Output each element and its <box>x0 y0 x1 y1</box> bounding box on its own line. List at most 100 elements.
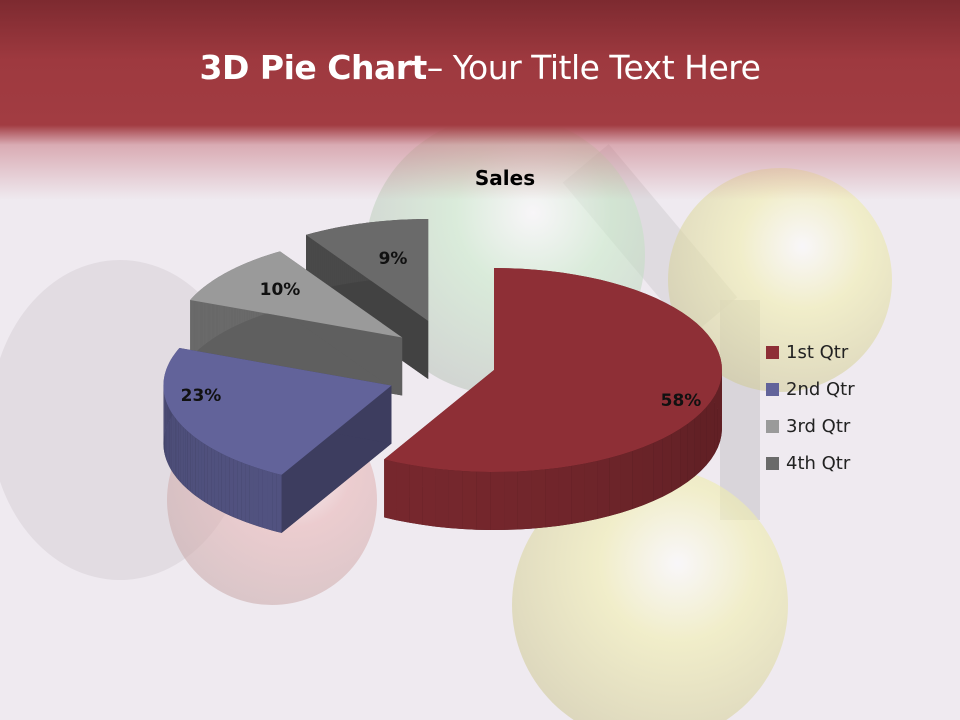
slice-outer-wall <box>197 291 200 351</box>
slice-outer-wall <box>249 465 254 525</box>
slice-outer-wall <box>180 424 184 485</box>
slice-outer-wall <box>253 466 259 527</box>
slice-outer-wall <box>710 395 715 460</box>
slice-outer-wall <box>632 447 643 510</box>
slice-outer-wall <box>671 428 681 492</box>
pie-slice-2[interactable] <box>163 347 392 533</box>
slice-outer-wall <box>558 465 572 526</box>
slice-outer-wall <box>531 469 546 529</box>
slice-outer-wall <box>318 231 321 290</box>
pie-slice-1[interactable] <box>384 268 722 530</box>
slice-outer-wall <box>187 431 191 492</box>
legend-label: 4th Qtr <box>786 453 851 474</box>
data-label-2: 23% <box>181 386 222 406</box>
pie-slice-3[interactable] <box>190 251 403 396</box>
slice-outer-wall <box>169 408 171 469</box>
slice-outer-wall <box>229 457 234 517</box>
chart-legend: 1st Qtr 2nd Qtr 3rd Qtr 4th Qtr <box>766 334 855 482</box>
slice-outer-wall <box>700 407 707 471</box>
slice-outer-wall <box>262 469 268 530</box>
slice-outer-wall <box>218 451 222 512</box>
title-rest-part: – Your Title Text Here <box>426 48 761 87</box>
slice-outer-wall <box>276 473 282 533</box>
slice-outer-wall <box>201 288 203 348</box>
legend-item-4th-qtr: 4th Qtr <box>766 445 855 482</box>
slice-outer-wall <box>317 231 319 290</box>
slice-outer-wall <box>178 422 181 483</box>
slice-outer-wall <box>504 471 518 530</box>
slice-outer-wall <box>200 289 202 349</box>
slice-radial-wall <box>190 299 403 396</box>
slice-outer-wall <box>185 429 188 490</box>
slice-outer-wall <box>211 447 215 508</box>
slice-outer-wall <box>720 377 722 442</box>
slice-outer-wall <box>680 423 688 487</box>
slice-outer-wall <box>198 439 202 500</box>
slice-outer-wall <box>175 417 177 479</box>
slice-outer-wall <box>241 462 246 522</box>
legend-label: 1st Qtr <box>786 342 849 363</box>
slice-outer-wall <box>195 293 197 353</box>
slice-outer-wall <box>214 449 219 510</box>
slice-outer-wall <box>462 471 477 530</box>
legend-label: 3rd Qtr <box>786 416 851 437</box>
slice-outer-wall <box>204 444 208 505</box>
slice-outer-wall <box>384 459 397 521</box>
slice-outer-wall <box>176 420 179 481</box>
data-label-4: 9% <box>379 249 408 269</box>
legend-item-1st-qtr: 1st Qtr <box>766 334 855 371</box>
slice-outer-wall <box>199 290 201 350</box>
legend-swatch <box>766 420 779 433</box>
slice-outer-wall <box>272 472 277 532</box>
slice-outer-wall <box>620 451 633 513</box>
data-label-3: 10% <box>260 280 301 300</box>
slice-top <box>306 219 429 322</box>
slice-outer-wall <box>195 437 199 498</box>
slice-outer-wall <box>687 418 695 482</box>
slice-outer-wall <box>315 231 318 291</box>
slice-outer-wall <box>609 454 621 517</box>
slice-outer-wall <box>717 383 721 448</box>
chart-title: Sales <box>474 166 536 190</box>
slice-top <box>163 347 392 475</box>
slice-outer-wall <box>662 433 672 497</box>
slice-outer-wall <box>258 468 263 528</box>
slice-outer-wall <box>435 468 449 528</box>
slice-outer-wall <box>171 413 174 474</box>
title-bold-part: 3D Pie Chart <box>199 48 428 87</box>
slice-outer-wall <box>190 298 192 358</box>
slice-outer-wall <box>192 435 196 496</box>
slice-outer-wall <box>194 294 196 354</box>
slice-outer-wall <box>267 471 273 531</box>
slice-outer-wall <box>396 462 410 523</box>
slice-outer-wall <box>476 471 491 530</box>
slice-outer-wall <box>721 370 722 436</box>
slice-outer-wall <box>245 463 250 524</box>
legend-swatch <box>766 346 779 359</box>
title-banner <box>0 0 960 200</box>
slice-outer-wall <box>170 410 172 472</box>
legend-swatch <box>766 457 779 470</box>
slice-outer-wall <box>409 464 423 525</box>
slice-outer-wall <box>201 441 205 503</box>
legend-swatch <box>766 383 779 396</box>
slice-outer-wall <box>193 295 195 355</box>
legend-item-3rd-qtr: 3rd Qtr <box>766 408 855 445</box>
slice-outer-wall <box>207 446 212 506</box>
slice-outer-wall <box>225 455 230 516</box>
legend-label: 2nd Qtr <box>786 379 855 400</box>
slice-top <box>190 251 403 338</box>
legend-item-2nd-qtr: 2nd Qtr <box>766 371 855 408</box>
slice-outer-wall <box>183 426 186 488</box>
slice-outer-wall <box>192 296 194 355</box>
slice-outer-wall <box>706 401 711 466</box>
slide-title[interactable]: 3D Pie Chart– Your Title Text Here <box>0 48 960 87</box>
slice-outer-wall <box>422 466 436 527</box>
slice-outer-wall <box>190 433 193 494</box>
slice-outer-wall <box>237 460 242 521</box>
slice-outer-wall <box>584 460 598 522</box>
slice-outer-wall <box>173 415 176 476</box>
slice-outer-wall <box>597 458 610 519</box>
slice-outer-wall <box>233 458 238 519</box>
